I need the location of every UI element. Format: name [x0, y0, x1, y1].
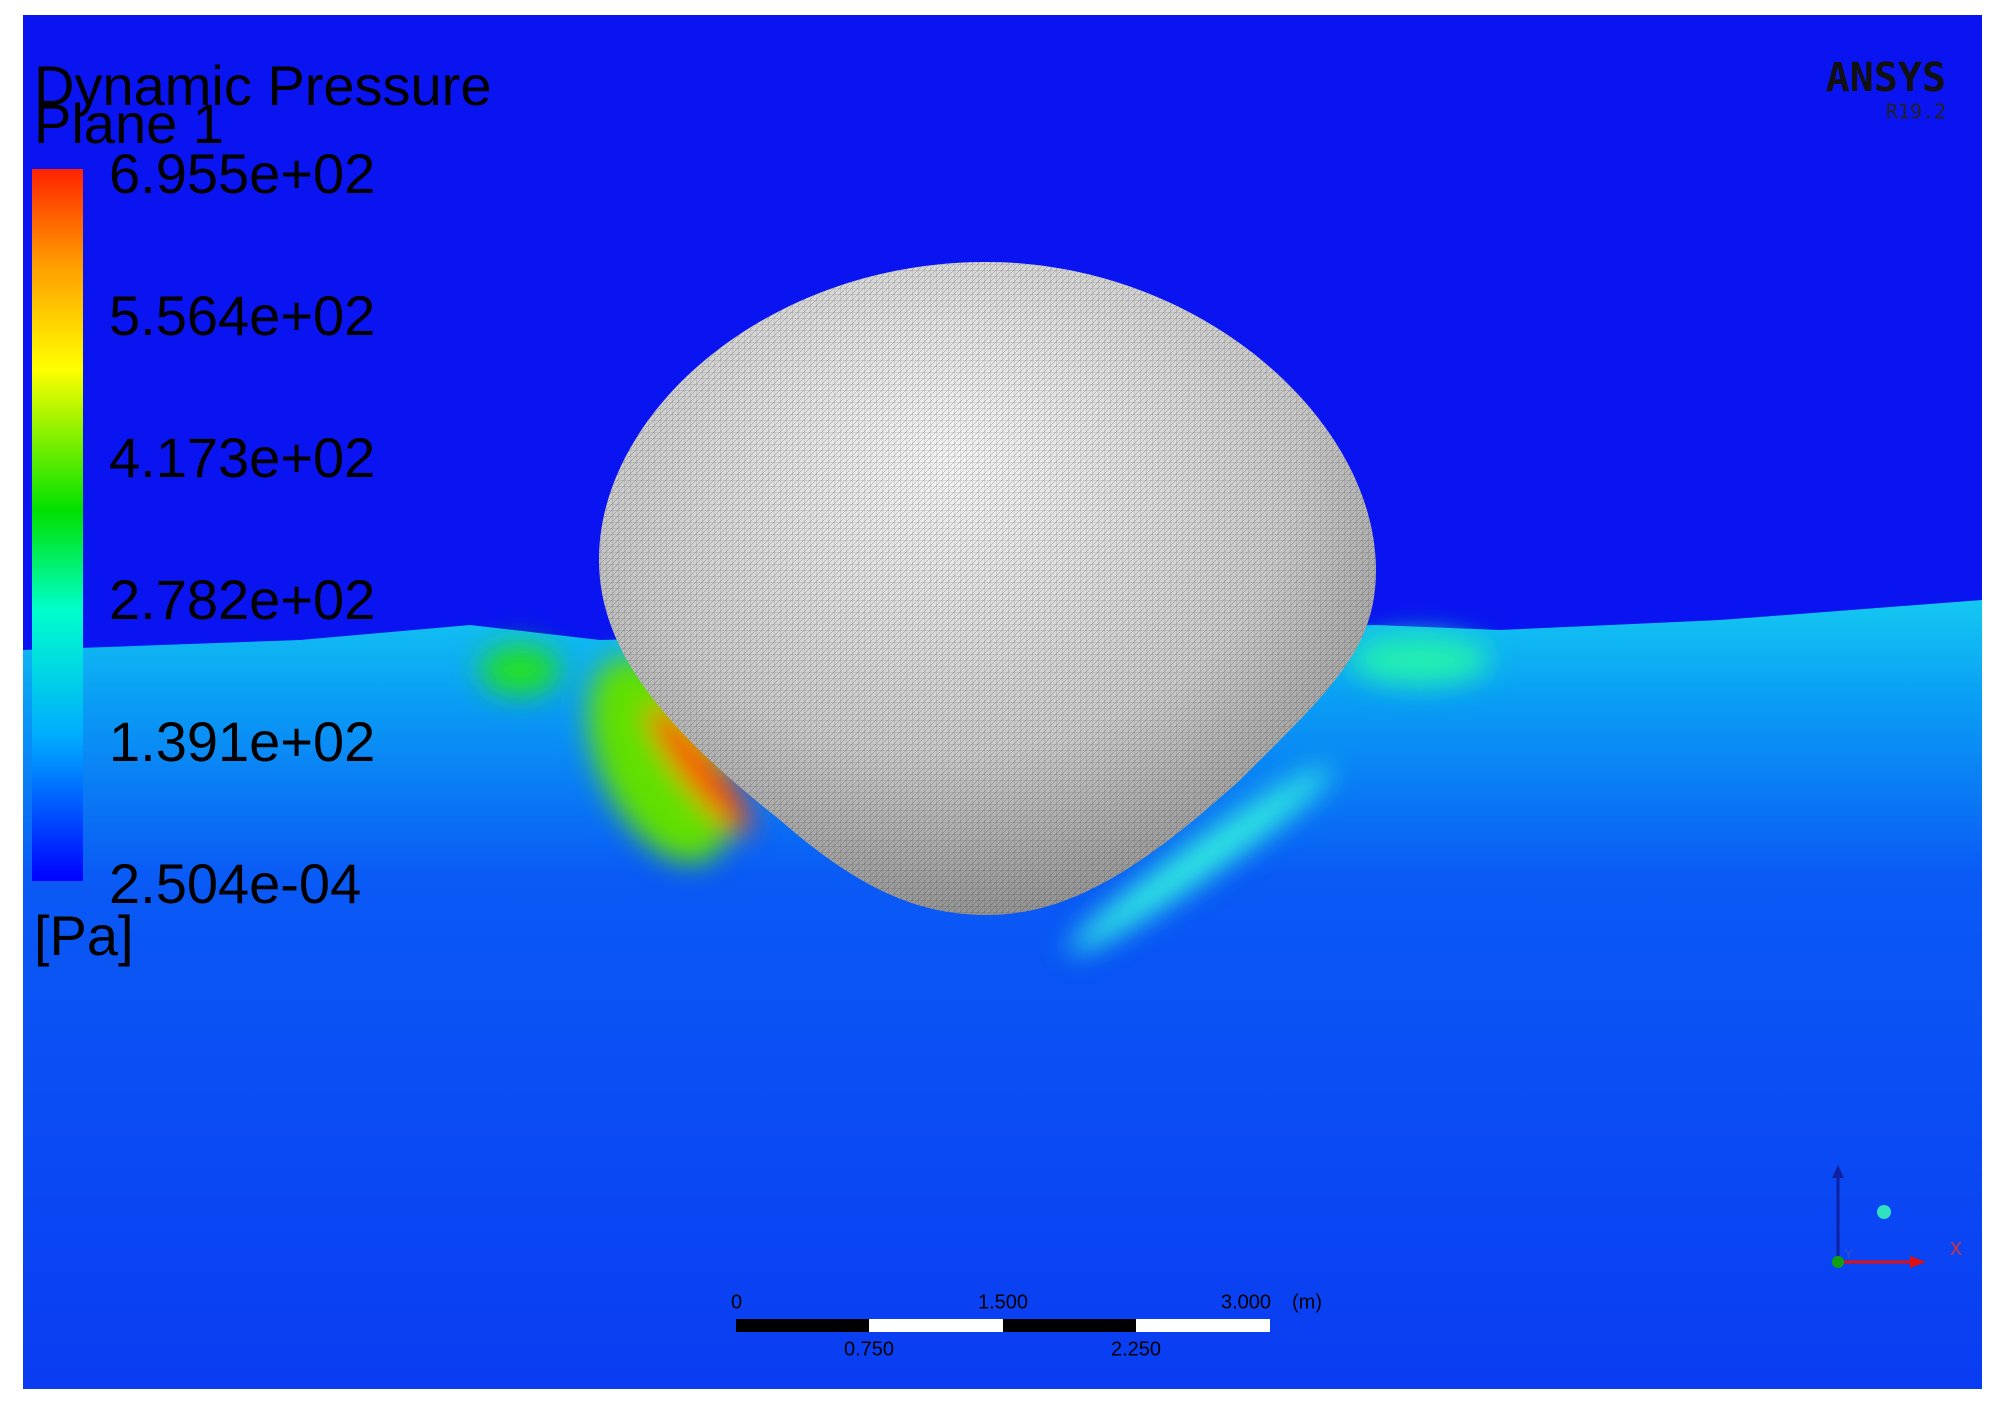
- legend-label: 4.173e+02: [109, 426, 375, 489]
- legend-label: 6.955e+02: [109, 142, 375, 205]
- scale-segment: [1136, 1319, 1270, 1332]
- legend-labels: 6.955e+02 5.564e+02 4.173e+02 2.782e+02 1.39…: [109, 142, 375, 915]
- scale-bar: 0 1.500 3.000 (m) 0.750 2.250: [731, 1291, 1322, 1360]
- scale-label: 0.750: [844, 1338, 894, 1360]
- axis-triad: Y X: [1832, 1165, 1962, 1268]
- legend-label: 5.564e+02: [109, 284, 375, 347]
- scale-segment: [1003, 1319, 1136, 1332]
- axis-label: X: [1950, 1239, 1962, 1259]
- pressure-field: [23, 600, 1982, 1389]
- pressure-hotspots: [480, 635, 1490, 953]
- scale-label: 3.000: [1221, 1291, 1271, 1313]
- scale-label: 0: [731, 1291, 742, 1313]
- legend-unit: [Pa]: [34, 904, 134, 967]
- brand-version: R19.2: [1886, 100, 1946, 124]
- legend-label: 2.782e+02: [109, 568, 375, 631]
- scale-label: 2.250: [1111, 1338, 1161, 1360]
- scale-unit: (m): [1292, 1291, 1322, 1313]
- axis-label: Y: [1844, 1246, 1854, 1262]
- legend-label: 1.391e+02: [109, 710, 375, 773]
- brand-name: ANSYS: [1826, 55, 1946, 101]
- scale-segment: [736, 1319, 869, 1332]
- legend-title: Dynamic Pressure: [34, 54, 491, 117]
- scale-segment: [869, 1319, 1003, 1332]
- legend-label: 2.504e-04: [109, 852, 361, 915]
- scale-label: 1.500: [978, 1291, 1028, 1313]
- legend-subtitle: Plane 1: [34, 92, 224, 155]
- color-bar: [32, 169, 83, 881]
- hull-body: [599, 262, 1376, 915]
